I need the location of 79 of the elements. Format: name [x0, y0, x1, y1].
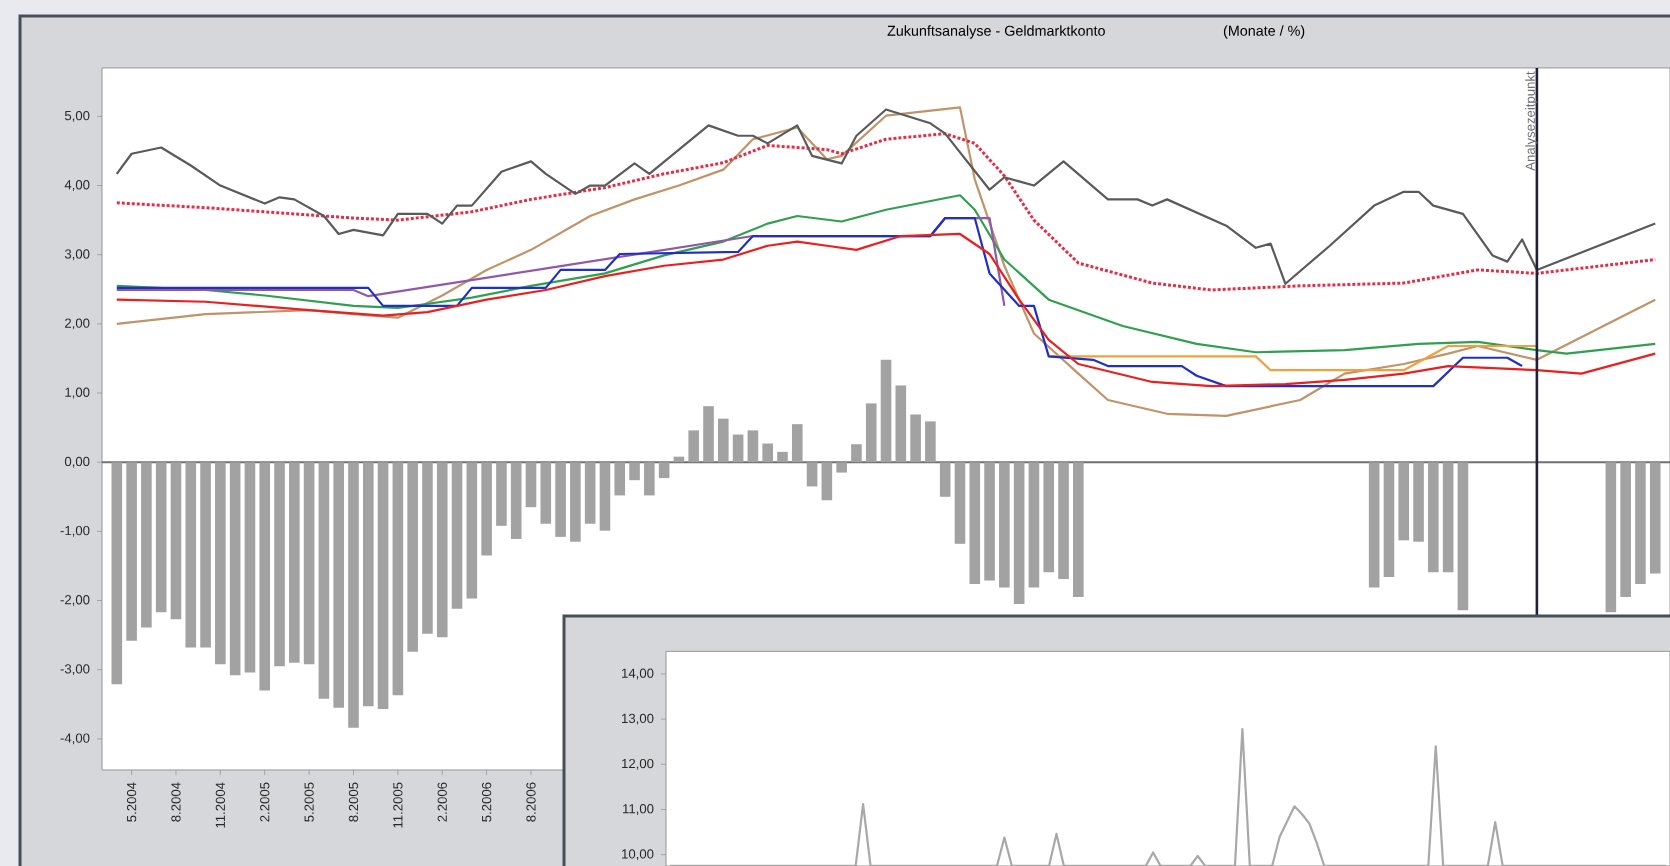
bar — [1605, 462, 1617, 613]
bar — [954, 462, 966, 544]
bar — [777, 451, 788, 463]
bar — [481, 462, 492, 556]
bar — [274, 462, 285, 667]
bar — [540, 462, 552, 524]
bar — [1649, 462, 1661, 574]
bar — [836, 462, 847, 473]
bar — [451, 462, 463, 609]
bar — [1620, 462, 1631, 598]
line-series — [115, 216, 1524, 388]
bar — [348, 462, 359, 728]
bar — [496, 462, 507, 526]
line-series — [115, 194, 1657, 355]
bar — [1073, 462, 1084, 598]
bar — [1635, 462, 1646, 584]
bar — [377, 462, 389, 710]
bar — [895, 385, 907, 463]
bar — [1413, 462, 1424, 542]
bar — [703, 406, 714, 463]
bar — [821, 462, 833, 501]
bar — [466, 462, 478, 599]
bar — [658, 462, 670, 479]
line-series — [115, 232, 1657, 388]
bar — [851, 444, 862, 463]
bar — [170, 462, 182, 620]
bar — [422, 462, 433, 634]
bar — [644, 462, 655, 496]
bar — [1043, 462, 1055, 573]
bar — [229, 462, 241, 676]
bar — [436, 462, 448, 638]
bar — [718, 418, 729, 463]
bar — [732, 434, 744, 463]
bar — [688, 430, 700, 463]
bar — [762, 443, 773, 463]
bar — [910, 414, 921, 463]
bar — [584, 462, 596, 524]
bar — [289, 462, 300, 663]
bar — [215, 462, 226, 665]
bar — [984, 462, 995, 581]
bar — [1398, 462, 1410, 541]
bar — [392, 462, 404, 696]
bar — [939, 462, 951, 497]
bar — [1028, 462, 1040, 588]
bar — [303, 462, 315, 665]
bar — [806, 462, 818, 487]
bar — [510, 462, 522, 539]
bar — [1457, 462, 1469, 611]
bar — [614, 462, 626, 496]
bar — [865, 403, 877, 463]
bar — [969, 462, 981, 584]
bar — [1428, 462, 1439, 573]
bar — [362, 462, 374, 707]
bar — [925, 421, 936, 463]
bar — [126, 462, 137, 641]
bar — [880, 359, 892, 463]
bar — [629, 462, 640, 481]
bar — [141, 462, 152, 628]
bar — [525, 462, 537, 508]
bar — [200, 462, 211, 648]
bar — [999, 462, 1010, 588]
bar — [1383, 462, 1395, 578]
bar — [407, 462, 418, 652]
bar — [185, 462, 197, 648]
bar — [1368, 462, 1380, 588]
bar — [570, 462, 581, 542]
bar — [111, 462, 123, 685]
bar — [244, 462, 256, 673]
bar — [747, 430, 759, 463]
bar — [1058, 462, 1069, 580]
bar — [555, 462, 566, 537]
bar — [259, 462, 271, 691]
bar — [318, 462, 330, 699]
bar — [791, 424, 803, 463]
bar — [1442, 462, 1454, 573]
bar — [599, 462, 611, 531]
bar — [155, 462, 167, 613]
bar — [1013, 462, 1025, 604]
bar — [333, 462, 344, 708]
